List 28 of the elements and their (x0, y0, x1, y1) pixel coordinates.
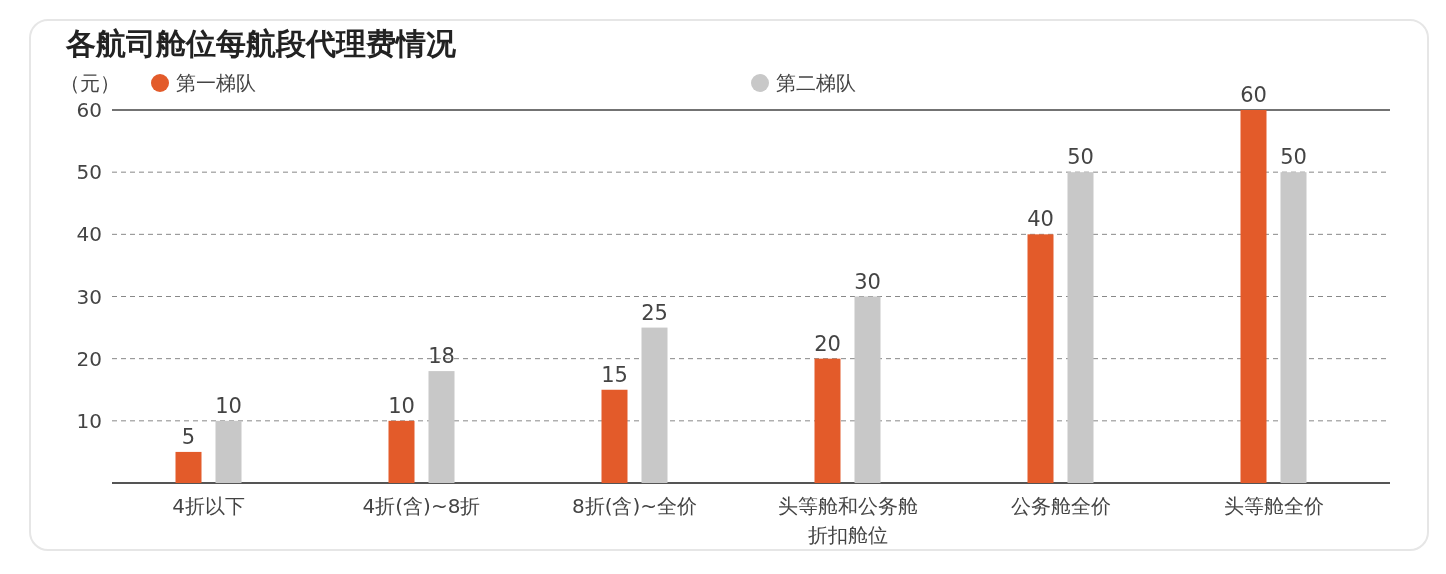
legend-label: 第二梯队 (776, 71, 856, 95)
title: 各航司舱位每航段代理费情况 (66, 26, 456, 61)
data-label: 60 (1240, 83, 1267, 107)
data-label: 5 (181, 424, 196, 449)
y-tick-label: 20 (76, 346, 102, 371)
y-tick-label: 30 (76, 284, 102, 309)
data-label: 25 (641, 300, 668, 325)
x-tick-label: 头等舱和公务舱折扣舱位 (777, 494, 918, 547)
legend-label: 第一梯队 (176, 71, 256, 95)
data-label: 30 (854, 269, 881, 294)
x-tick-label: 公务舱全价 (1010, 494, 1111, 518)
y-tick-label: 40 (76, 222, 102, 247)
x-tick-label: 4折以下 (172, 494, 245, 518)
data-label: 50 (1280, 145, 1307, 170)
x-tick-label: 4折(含)~8折 (362, 494, 481, 518)
data-label: 10 (388, 393, 415, 418)
data-label: 40 (1027, 207, 1054, 232)
x-tick-label: 头等舱全价 (1223, 494, 1324, 518)
data-label: 50 (1067, 145, 1094, 170)
x-tick-label: 8折(含)~全价 (571, 494, 698, 518)
data-label: 18 (428, 344, 455, 369)
y-axis-title: （元） (60, 71, 120, 95)
data-label: 15 (601, 362, 628, 387)
y-tick-label: 10 (76, 408, 102, 433)
y-tick-label: 60 (76, 98, 102, 122)
data-label: 20 (814, 331, 841, 356)
data-label: 10 (215, 393, 242, 418)
y-tick-label: 50 (76, 160, 102, 185)
